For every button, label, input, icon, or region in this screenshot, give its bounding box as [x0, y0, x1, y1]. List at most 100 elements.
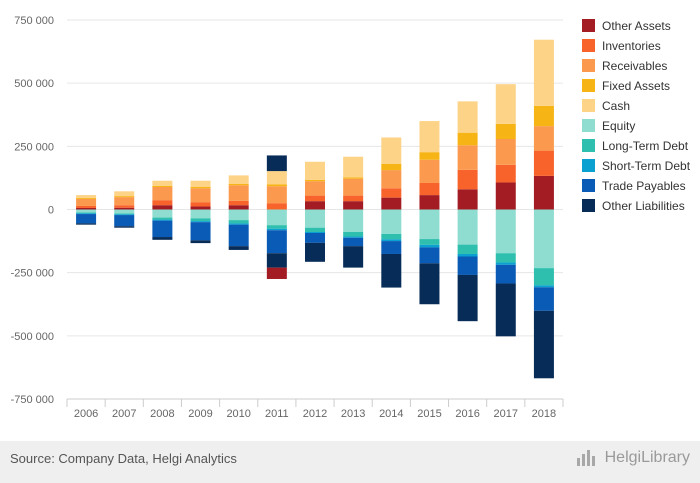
bar-segment — [152, 209, 173, 218]
legend-label: Cash — [602, 99, 630, 113]
legend-label: Other Liabilities — [602, 199, 685, 213]
x-tick-label: 2011 — [265, 408, 289, 420]
legend-label: Fixed Assets — [602, 79, 670, 93]
bar-segment — [457, 169, 478, 190]
bar-segment — [152, 220, 173, 238]
bar-segment — [76, 207, 97, 210]
bar-segment — [419, 152, 440, 160]
legend-swatch — [582, 179, 595, 192]
bar-segment — [419, 121, 440, 153]
bar-segment — [114, 226, 135, 228]
legend-label: Trade Payables — [602, 179, 686, 193]
bar-segment — [266, 209, 287, 226]
bar-segment — [76, 214, 97, 224]
bar-segment — [76, 197, 97, 199]
bar-segment — [495, 262, 516, 265]
bar-segment — [152, 187, 173, 201]
bar-segment — [114, 205, 135, 208]
bar-segment — [190, 218, 211, 222]
bar-segment — [190, 202, 211, 207]
legend-label: Equity — [602, 119, 635, 133]
bar-segment — [381, 253, 402, 288]
bar-segment — [343, 195, 364, 202]
bar-segment — [152, 237, 173, 240]
x-tick-label: 2015 — [417, 408, 441, 420]
legend-swatch — [582, 199, 595, 212]
bar-segment — [305, 195, 325, 202]
bar-segment — [228, 224, 249, 247]
bar-segment — [76, 205, 97, 208]
bar-segment — [114, 196, 135, 198]
bar-segment — [228, 223, 249, 225]
footer: Source: Company Data, Helgi Analytics He… — [0, 441, 700, 483]
bar-segment — [533, 105, 554, 127]
bar-segment — [381, 137, 402, 164]
bar-segment — [533, 310, 554, 379]
bar-segment — [495, 283, 516, 337]
x-tick-label: 2014 — [379, 408, 403, 420]
legend-swatch — [582, 139, 595, 152]
bar-segment — [495, 139, 516, 165]
bar-segment — [114, 213, 135, 215]
bar-segment — [305, 232, 325, 243]
bar-segment — [266, 186, 287, 204]
bar-segment — [495, 84, 516, 124]
y-tick-label: -250 000 — [11, 268, 54, 280]
bar-segment — [419, 247, 440, 264]
bar-segment — [305, 161, 325, 180]
bar-segment — [266, 230, 287, 254]
bar-segment — [457, 244, 478, 254]
y-tick-label: 250 000 — [14, 141, 54, 153]
bar-segment — [381, 239, 402, 242]
bar-segment — [114, 214, 135, 216]
bar-segment — [457, 256, 478, 275]
bar-segment — [266, 267, 287, 279]
bar-segment — [305, 242, 325, 262]
bar-segment — [190, 180, 211, 188]
bar-segment — [152, 200, 173, 206]
bar-segment — [533, 209, 554, 269]
bar-segment — [457, 274, 478, 322]
bar-segment — [114, 215, 135, 227]
bar-segment — [152, 180, 173, 186]
x-tick-label: 2006 — [74, 408, 98, 420]
bar-segment — [343, 231, 364, 237]
legend-label: Inventories — [602, 39, 661, 53]
bar-segment — [343, 246, 364, 268]
y-tick-label: -500 000 — [11, 331, 54, 343]
y-tick-label: 750 000 — [14, 15, 54, 27]
bar-segment — [533, 126, 554, 151]
y-tick-label: -750 000 — [11, 394, 54, 406]
bar-segment — [419, 244, 440, 248]
legend-swatch — [582, 99, 595, 112]
bar-segment — [190, 187, 211, 189]
bar-segment — [266, 171, 287, 185]
bar-segment — [533, 287, 554, 311]
bar-segment — [533, 150, 554, 176]
bar-segment — [457, 145, 478, 170]
bar-segment — [495, 123, 516, 140]
x-tick-label: 2017 — [494, 408, 518, 420]
legend-swatch — [582, 39, 595, 52]
bar-segment — [266, 203, 287, 210]
x-tick-label: 2010 — [226, 408, 250, 420]
bar-segment — [343, 209, 364, 232]
bar-segment — [114, 207, 135, 210]
legend-swatch — [582, 79, 595, 92]
bar-segment — [76, 195, 97, 198]
bar-segment — [76, 212, 97, 214]
bar-segment — [343, 236, 364, 238]
bar-segment — [381, 197, 402, 210]
bar-segment — [419, 159, 440, 183]
bar-segment — [228, 220, 249, 224]
bar-segment — [533, 39, 554, 106]
legend-label: Long-Term Debt — [602, 139, 689, 153]
bar-segment — [419, 263, 440, 305]
bar-segment — [495, 164, 516, 183]
legend-label: Other Assets — [602, 19, 671, 33]
bar-segment — [305, 179, 325, 182]
legend-label: Short-Term Debt — [602, 159, 691, 173]
source-note: Source: Company Data, Helgi Analytics — [10, 451, 237, 466]
bar-segment — [533, 285, 554, 288]
